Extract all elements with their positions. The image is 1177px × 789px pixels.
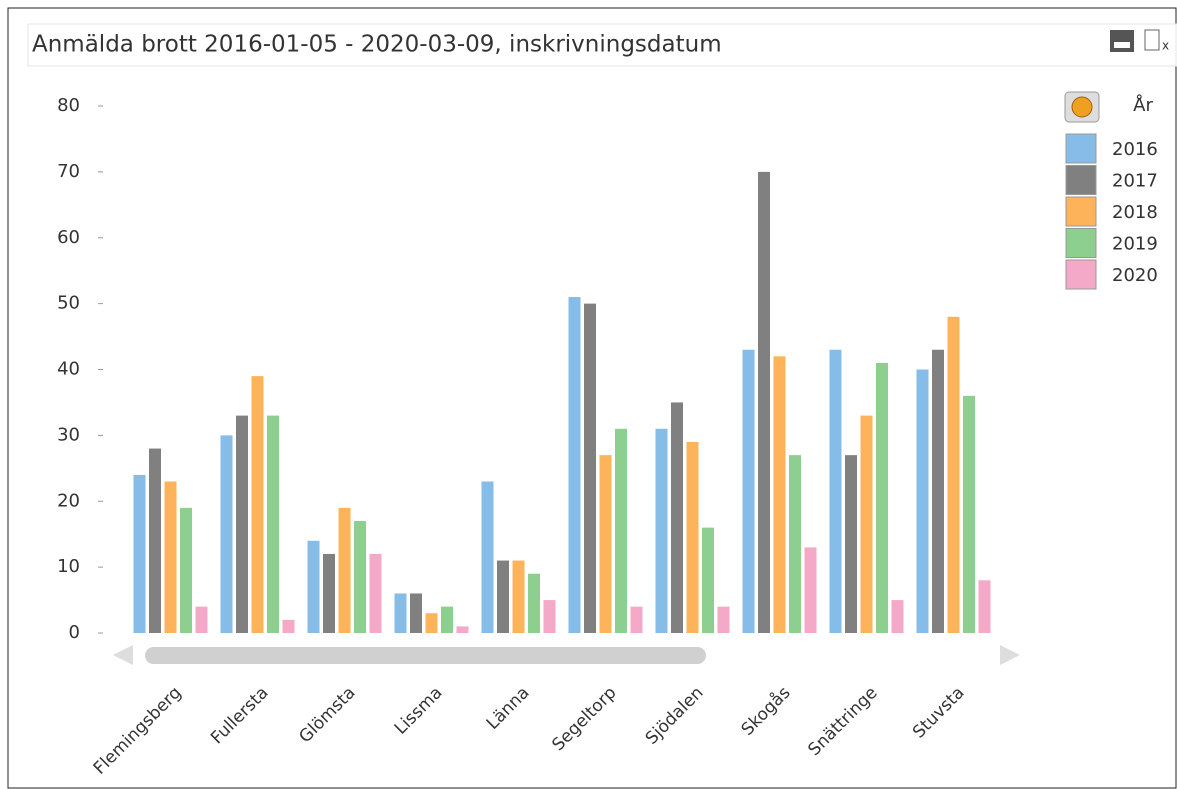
- legend-label: 2016: [1112, 139, 1158, 160]
- bar: [615, 428, 627, 633]
- bar: [323, 553, 335, 633]
- bar: [528, 573, 540, 633]
- export-icon[interactable]: x: [1144, 29, 1169, 53]
- y-tick-label: 80: [57, 95, 80, 116]
- bar: [978, 580, 991, 633]
- bar: [456, 626, 469, 633]
- bar: [947, 316, 960, 633]
- bar: [441, 606, 453, 633]
- legend-label: 2020: [1112, 265, 1158, 286]
- bar: [630, 606, 643, 633]
- y-tick-label: 40: [57, 359, 80, 380]
- bar: [394, 593, 407, 633]
- print-icon-paper: [1114, 42, 1130, 48]
- scroll-thumb[interactable]: [145, 647, 706, 664]
- legend-label: 2019: [1112, 234, 1158, 255]
- bar: [267, 415, 279, 633]
- bar: [686, 441, 699, 633]
- bar: [742, 349, 755, 633]
- bar: [251, 376, 264, 633]
- bar: [932, 349, 944, 633]
- y-tick-label: 10: [57, 556, 80, 577]
- bar: [702, 527, 714, 633]
- bar: [860, 415, 873, 633]
- bar: [568, 297, 581, 633]
- print-icon[interactable]: [1110, 30, 1134, 52]
- cycle-icon-arrow: [1071, 96, 1093, 118]
- bar: [220, 435, 233, 633]
- print-icon-body: [1110, 30, 1134, 52]
- title-bar: [27, 23, 1177, 67]
- export-icon-page: [1144, 29, 1160, 51]
- bar: [876, 362, 888, 633]
- bar: [338, 507, 351, 633]
- legend-swatch: [1065, 228, 1097, 258]
- y-tick-label: 20: [57, 490, 80, 511]
- bar: [410, 593, 422, 633]
- bar: [512, 560, 525, 633]
- legend-swatch: [1065, 259, 1097, 290]
- y-tick-label: 60: [57, 227, 80, 248]
- bar: [236, 415, 248, 633]
- bar: [891, 600, 904, 633]
- bar: [829, 349, 842, 633]
- cycle-icon[interactable]: [1064, 91, 1100, 123]
- legend-label: 2018: [1112, 202, 1158, 223]
- y-tick-label: 0: [69, 622, 80, 643]
- bar: [804, 547, 817, 633]
- y-tick-label: 70: [57, 161, 80, 182]
- legend-swatch: [1065, 133, 1097, 164]
- bar: [481, 481, 494, 633]
- bar: [164, 481, 177, 633]
- bar: [149, 448, 161, 633]
- y-tick-label: 30: [57, 424, 80, 445]
- legend-swatch: [1065, 165, 1097, 195]
- bar: [307, 540, 320, 633]
- bar: [655, 428, 668, 633]
- bar: [916, 369, 929, 633]
- bar: [773, 356, 786, 633]
- export-icon-x: x: [1162, 39, 1169, 53]
- bar: [599, 455, 612, 633]
- bar: [425, 613, 438, 633]
- legend-swatch: [1065, 196, 1097, 227]
- bar: [717, 606, 730, 633]
- bar: [963, 395, 975, 633]
- scroll-left[interactable]: [113, 645, 133, 665]
- bar: [671, 402, 683, 633]
- bar: [354, 521, 366, 633]
- bar: [369, 553, 382, 633]
- legend-label: 2017: [1112, 171, 1158, 192]
- bar: [584, 303, 596, 633]
- chart-title: Anmälda brott 2016-01-05 - 2020-03-09, i…: [32, 32, 722, 58]
- bar: [497, 560, 509, 633]
- scroll-right[interactable]: [1000, 645, 1020, 665]
- bar: [133, 474, 146, 633]
- scrollbar[interactable]: [113, 645, 1020, 665]
- y-tick-label: 50: [57, 293, 80, 314]
- bar: [543, 600, 556, 633]
- bar: [845, 455, 857, 633]
- bar: [282, 619, 295, 633]
- bar: [180, 507, 192, 633]
- bar: [758, 171, 770, 633]
- legend-title: År: [1133, 94, 1153, 116]
- bar: [195, 606, 208, 633]
- bar: [789, 455, 801, 633]
